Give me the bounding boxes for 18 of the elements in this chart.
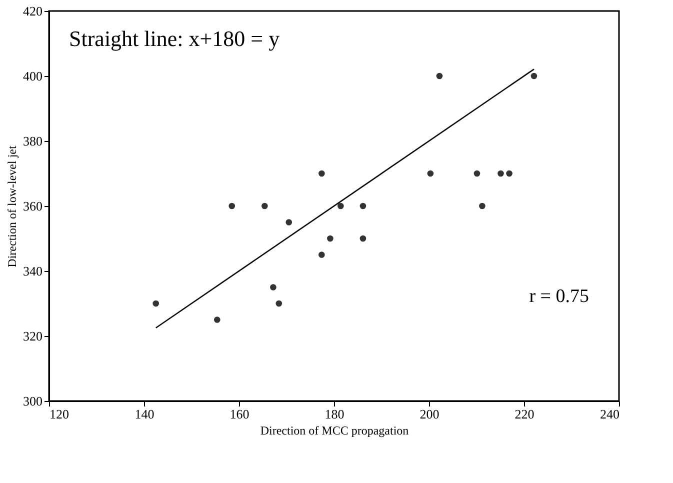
y-tick-label: 420	[23, 4, 42, 18]
y-tick-label: 300	[23, 394, 42, 408]
annotation: Straight line: x+180 = y	[69, 26, 280, 51]
y-tick-label: 400	[23, 68, 42, 84]
x-axis-title: Direction of MCC propagation	[260, 424, 409, 438]
x-tick-label: 200	[420, 406, 440, 422]
x-tick-label: 180	[324, 406, 344, 422]
annotation: r = 0.75	[529, 286, 589, 307]
y-tick-label: 380	[23, 134, 42, 148]
y-axis-title: Direction of low-level jet	[5, 145, 19, 268]
x-tick-label: 140	[134, 406, 154, 422]
x-tick-label: 120	[50, 406, 69, 422]
x-tick-label: 240	[600, 406, 620, 422]
y-tick-label: 340	[23, 264, 42, 278]
x-tick-label: 220	[514, 406, 534, 422]
y-tick-label: 360	[23, 198, 42, 214]
y-tick-label: 320	[23, 328, 42, 344]
x-tick-label: 160	[230, 406, 250, 422]
